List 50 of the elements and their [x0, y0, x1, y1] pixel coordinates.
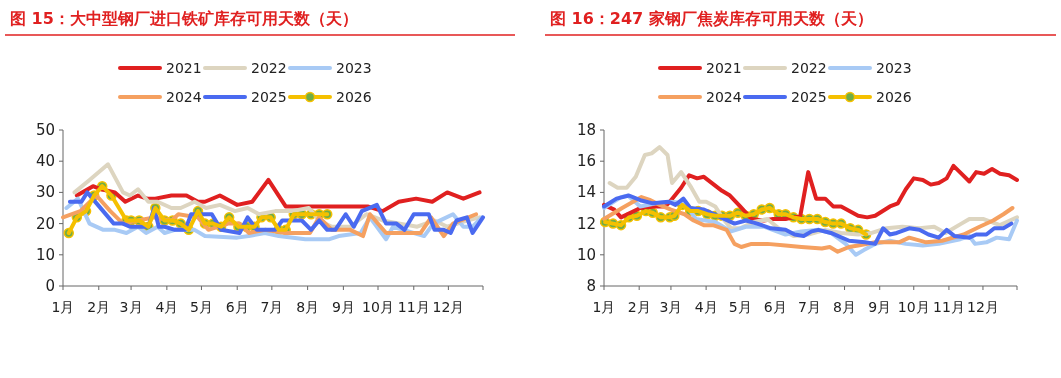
x-tick-label: 6月: [763, 299, 787, 315]
y-tick-label: 20: [35, 214, 55, 233]
x-tick-label: 4月: [155, 299, 179, 315]
legend-label: 2024: [166, 89, 202, 105]
legend-label: 2023: [336, 60, 372, 76]
x-tick-label: 9月: [868, 299, 892, 315]
x-tick-label: 10月: [897, 299, 930, 315]
x-tick-label: 6月: [225, 299, 249, 315]
x-tick-label: 1月: [592, 299, 616, 315]
x-tick-label: 11月: [933, 299, 965, 315]
chart-title: 图 16：247 家钢厂焦炭库存可用天数（天）: [550, 9, 873, 28]
y-tick-label: 8: [586, 277, 596, 295]
x-tick-label: 5月: [190, 299, 213, 315]
x-tick-label: 7月: [260, 299, 284, 315]
x-tick-label: 3月: [659, 299, 683, 315]
x-tick-label: 7月: [797, 299, 821, 315]
x-tick-label: 5月: [728, 299, 752, 315]
legend-label: 2026: [336, 89, 372, 105]
y-tick-label: 10: [576, 245, 596, 264]
y-tick-label: 30: [35, 183, 55, 202]
x-tick-label: 2月: [627, 299, 651, 315]
x-tick-label: 2月: [87, 299, 111, 315]
legend-label: 2021: [166, 60, 202, 76]
x-tick-label: 12月: [432, 299, 465, 315]
y-tick-label: 16: [576, 152, 596, 171]
y-tick-label: 18: [576, 121, 596, 139]
y-tick-label: 40: [35, 152, 55, 171]
legend-label: 2024: [706, 89, 742, 105]
y-tick-label: 50: [35, 121, 55, 139]
legend-label: 2022: [791, 60, 827, 76]
y-tick-label: 10: [35, 245, 55, 264]
legend-label: 2025: [251, 89, 287, 105]
x-tick-label: 11月: [397, 299, 430, 315]
legend-label: 2023: [876, 60, 912, 76]
x-tick-label: 10月: [362, 299, 394, 315]
legend-label: 2025: [791, 89, 827, 105]
x-tick-label: 1月: [51, 299, 75, 315]
legend-label: 2022: [251, 60, 287, 76]
x-tick-label: 3月: [119, 299, 143, 315]
x-tick-label: 9月: [331, 299, 355, 315]
legend-label: 2026: [876, 89, 912, 105]
y-tick-label: 0: [45, 277, 55, 295]
x-tick-label: 8月: [833, 299, 856, 315]
x-tick-label: 12月: [967, 299, 999, 315]
y-tick-label: 14: [576, 183, 596, 202]
x-tick-label: 4月: [694, 299, 718, 315]
legend-label: 2021: [706, 60, 742, 76]
y-tick-label: 12: [576, 214, 596, 233]
chart-title: 图 15：大中型钢厂进口铁矿库存可用天数（天）: [10, 9, 358, 28]
x-tick-label: 8月: [296, 299, 320, 315]
